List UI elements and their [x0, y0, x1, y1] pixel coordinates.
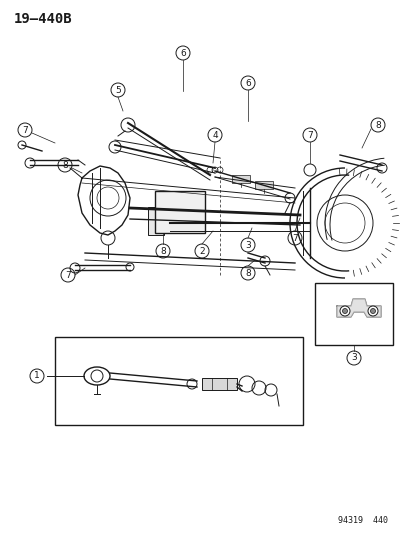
- Text: 19—440B: 19—440B: [14, 12, 72, 26]
- Text: 6: 6: [180, 49, 185, 58]
- FancyBboxPatch shape: [147, 207, 164, 235]
- Text: 1: 1: [34, 372, 40, 381]
- FancyBboxPatch shape: [314, 283, 392, 345]
- Circle shape: [342, 309, 347, 313]
- Text: 8: 8: [160, 246, 166, 255]
- Text: 7: 7: [22, 125, 28, 134]
- Text: 94319  440: 94319 440: [337, 516, 387, 525]
- FancyBboxPatch shape: [154, 191, 204, 233]
- Text: 8: 8: [374, 120, 380, 130]
- Text: 8: 8: [62, 160, 68, 169]
- Text: 7: 7: [65, 271, 71, 279]
- Text: 7: 7: [292, 233, 297, 243]
- Text: 8: 8: [244, 269, 250, 278]
- Text: 6: 6: [244, 78, 250, 87]
- FancyBboxPatch shape: [202, 378, 236, 390]
- FancyBboxPatch shape: [231, 175, 249, 183]
- Text: 3: 3: [350, 353, 356, 362]
- Text: 5: 5: [115, 85, 121, 94]
- FancyBboxPatch shape: [55, 337, 302, 425]
- Text: 7: 7: [306, 131, 312, 140]
- Polygon shape: [336, 299, 380, 317]
- Text: 4: 4: [212, 131, 217, 140]
- Text: 2: 2: [199, 246, 204, 255]
- Text: 3: 3: [244, 240, 250, 249]
- FancyBboxPatch shape: [254, 181, 272, 189]
- Circle shape: [367, 306, 377, 316]
- Circle shape: [339, 306, 349, 316]
- Circle shape: [370, 309, 375, 313]
